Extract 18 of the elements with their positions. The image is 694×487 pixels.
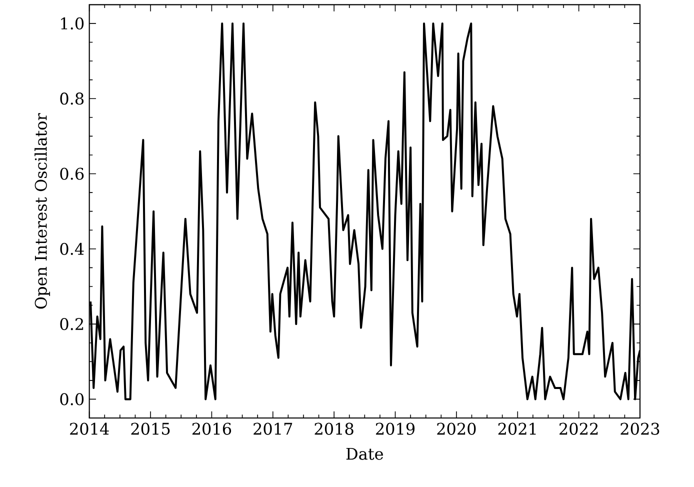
- x-axis-title: Date: [346, 448, 384, 460]
- x-tick-label: 2019: [376, 422, 415, 435]
- x-tick-label: 2015: [131, 422, 170, 435]
- x-tick-label: 2017: [254, 422, 292, 435]
- x-tick-label: 2014: [70, 422, 109, 435]
- y-tick-label: 0.0: [60, 393, 84, 406]
- y-axis-title: Open Interest Oscillator: [34, 113, 50, 309]
- y-tick-label: 0.8: [60, 92, 84, 105]
- x-tick-label: 2023: [620, 422, 660, 435]
- y-tick-label: 0.4: [60, 242, 84, 255]
- y-tick-label: 0.2: [60, 318, 84, 330]
- x-tick-label: 2018: [314, 422, 354, 435]
- x-tick-label: 2020: [437, 422, 476, 435]
- y-tick-label: 1.0: [61, 17, 84, 30]
- x-tick-label: 2021: [498, 422, 536, 435]
- y-tick-label: 0.6: [60, 168, 84, 180]
- x-tick-label: 2016: [192, 422, 232, 435]
- x-tick-label: 2022: [560, 422, 598, 435]
